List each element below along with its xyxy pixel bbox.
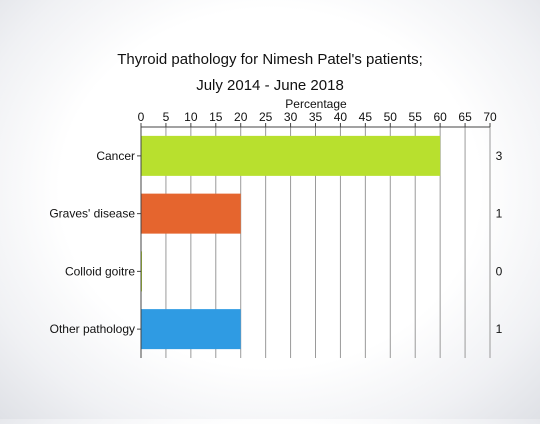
chart-subtitle: July 2014 - June 2018 (196, 77, 344, 94)
x-tick-label: 35 (309, 110, 323, 124)
x-tick-label: 5 (163, 110, 170, 124)
x-tick-label: 20 (234, 110, 248, 124)
chart-title: Thyroid pathology for Nimesh Patel's pat… (117, 51, 423, 68)
x-tick-label: 45 (359, 110, 373, 124)
x-tick-label: 10 (184, 110, 198, 124)
x-tick-label: 0 (138, 110, 145, 124)
x-tick-label: 60 (433, 110, 447, 124)
bars (141, 135, 441, 350)
x-axis-label: Percentage (285, 97, 347, 111)
x-tick-label: 50 (384, 110, 398, 124)
x-tick-label: 30 (284, 110, 298, 124)
x-tick-label: 40 (334, 110, 348, 124)
bar (141, 193, 241, 234)
x-tick-label: 55 (409, 110, 423, 124)
x-tick-label: 15 (209, 110, 223, 124)
x-tick-label: 25 (259, 110, 273, 124)
count-label: 1 (496, 322, 503, 336)
count-label: 3 (496, 149, 503, 163)
category-label: Other pathology (50, 322, 135, 336)
category-label: Colloid goitre (65, 264, 135, 278)
count-label: 1 (496, 207, 503, 221)
axes (137, 123, 491, 358)
x-tick-label: 70 (483, 110, 497, 124)
bar (141, 309, 241, 350)
bar (141, 135, 441, 176)
category-label: Graves' disease (49, 207, 135, 221)
x-tick-label: 65 (458, 110, 472, 124)
category-label: Cancer (96, 149, 135, 163)
count-label: 0 (496, 264, 503, 278)
